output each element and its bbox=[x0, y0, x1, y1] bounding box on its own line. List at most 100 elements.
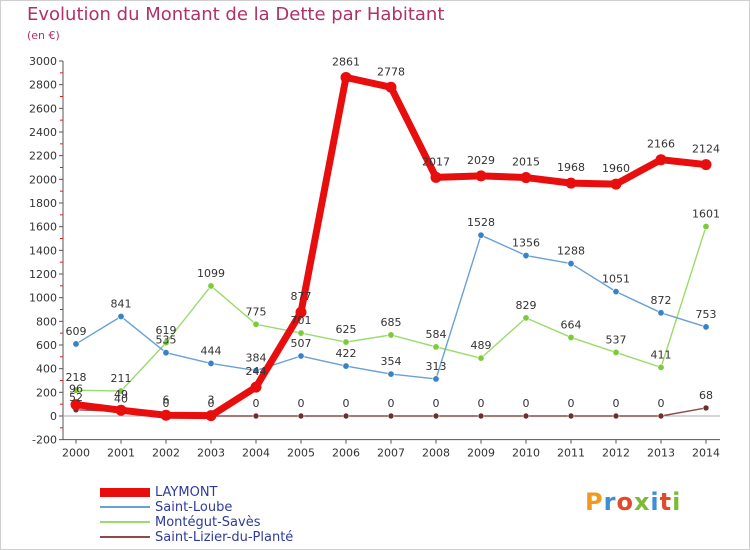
x-tick-label: 2007 bbox=[377, 447, 405, 460]
data-label: 2861 bbox=[332, 55, 360, 68]
data-point bbox=[432, 412, 440, 420]
chart-legend: LAYMONT Saint-Loube Montégut-Savès Saint… bbox=[100, 485, 360, 545]
y-tick-label: 2000 bbox=[29, 173, 57, 186]
x-tick-label: 2009 bbox=[467, 447, 495, 460]
data-point bbox=[387, 370, 395, 378]
x-tick-label: 2011 bbox=[557, 447, 585, 460]
logo-letter: t bbox=[659, 488, 673, 516]
data-label: 2778 bbox=[377, 65, 405, 78]
data-point bbox=[342, 338, 350, 346]
legend-item-saint-loube: Saint-Loube bbox=[100, 500, 360, 515]
data-point bbox=[477, 231, 485, 239]
y-tick-label: 2200 bbox=[29, 150, 57, 163]
y-tick-label: 200 bbox=[36, 386, 57, 399]
data-point bbox=[297, 412, 305, 420]
data-label: 40 bbox=[114, 392, 128, 405]
logo-letter: o bbox=[616, 488, 634, 516]
data-point bbox=[72, 340, 80, 348]
data-label: 0 bbox=[163, 397, 170, 410]
data-point bbox=[117, 387, 125, 395]
data-point bbox=[702, 323, 710, 331]
data-point bbox=[117, 312, 125, 320]
data-point bbox=[702, 404, 710, 412]
data-label: 1528 bbox=[467, 216, 495, 229]
data-point bbox=[700, 159, 712, 171]
data-label: 1601 bbox=[692, 208, 720, 221]
data-label: 0 bbox=[298, 397, 305, 410]
data-point bbox=[160, 409, 172, 421]
y-tick-label: -200 bbox=[32, 434, 57, 447]
data-label: 313 bbox=[426, 360, 447, 373]
proxiti-logo: Proxiti bbox=[585, 488, 681, 516]
data-point bbox=[522, 412, 530, 420]
data-point bbox=[657, 309, 665, 317]
data-point bbox=[520, 172, 532, 184]
data-label: 422 bbox=[336, 347, 357, 360]
y-tick-label: 400 bbox=[36, 363, 57, 376]
data-point bbox=[387, 412, 395, 420]
data-label: 1968 bbox=[557, 161, 585, 174]
chart-subtitle: (en €) bbox=[27, 29, 60, 42]
y-tick-label: 800 bbox=[36, 315, 57, 328]
legend-swatch-montegut-saves bbox=[100, 521, 150, 523]
data-point bbox=[612, 348, 620, 356]
data-label: 829 bbox=[516, 299, 537, 312]
y-tick-label: 2800 bbox=[29, 79, 57, 92]
data-label: 2029 bbox=[467, 154, 495, 167]
data-label: 49 bbox=[114, 388, 128, 401]
x-tick-label: 2008 bbox=[422, 447, 450, 460]
data-label: 0 bbox=[388, 397, 395, 410]
data-point bbox=[657, 363, 665, 371]
data-label: 2166 bbox=[647, 138, 675, 151]
data-point bbox=[522, 314, 530, 322]
y-tick-label: 600 bbox=[36, 339, 57, 352]
data-label: 872 bbox=[651, 294, 672, 307]
y-tick-label: 0 bbox=[50, 410, 57, 423]
data-label: 489 bbox=[471, 339, 492, 352]
data-label: 1051 bbox=[602, 273, 630, 286]
x-tick-label: 2000 bbox=[62, 447, 90, 460]
data-label: 0 bbox=[433, 397, 440, 410]
data-point bbox=[252, 412, 260, 420]
data-label: 0 bbox=[523, 397, 530, 410]
data-label: 354 bbox=[381, 355, 402, 368]
logo-letter: x bbox=[633, 488, 651, 516]
x-tick-label: 2013 bbox=[647, 447, 675, 460]
data-point bbox=[252, 367, 260, 375]
data-point bbox=[565, 177, 577, 189]
legend-swatch-saint-loube bbox=[100, 506, 150, 508]
data-label: 411 bbox=[651, 348, 672, 361]
data-point bbox=[430, 171, 442, 183]
data-label: 218 bbox=[66, 371, 87, 384]
logo-letter: r bbox=[603, 488, 617, 516]
data-point bbox=[475, 170, 487, 182]
data-label: 0 bbox=[208, 397, 215, 410]
data-point bbox=[115, 404, 127, 416]
legend-swatch-saint-lizier bbox=[100, 536, 150, 538]
legend-item-montegut-saves: Montégut-Savès bbox=[100, 515, 360, 530]
data-point bbox=[477, 412, 485, 420]
data-point bbox=[522, 252, 530, 260]
data-label: 535 bbox=[156, 334, 177, 347]
x-tick-label: 2001 bbox=[107, 447, 135, 460]
legend-item-laymont: LAYMONT bbox=[100, 485, 360, 500]
data-label: 52 bbox=[69, 391, 83, 404]
data-point bbox=[250, 381, 262, 393]
data-point bbox=[432, 343, 440, 351]
data-label: 1288 bbox=[557, 245, 585, 258]
data-label: 244 bbox=[246, 365, 267, 378]
data-label: 1356 bbox=[512, 237, 540, 250]
data-label: 664 bbox=[561, 318, 582, 331]
data-label: 0 bbox=[253, 397, 260, 410]
x-tick-label: 2005 bbox=[287, 447, 315, 460]
data-point bbox=[207, 282, 215, 290]
legend-label: Montégut-Savès bbox=[155, 515, 261, 530]
data-point bbox=[567, 333, 575, 341]
data-point bbox=[657, 412, 665, 420]
data-point bbox=[342, 412, 350, 420]
y-tick-label: 3000 bbox=[29, 55, 57, 68]
data-label: 584 bbox=[426, 328, 447, 341]
data-label: 753 bbox=[696, 308, 717, 321]
chart-title: Evolution du Montant de la Dette par Hab… bbox=[27, 4, 445, 25]
